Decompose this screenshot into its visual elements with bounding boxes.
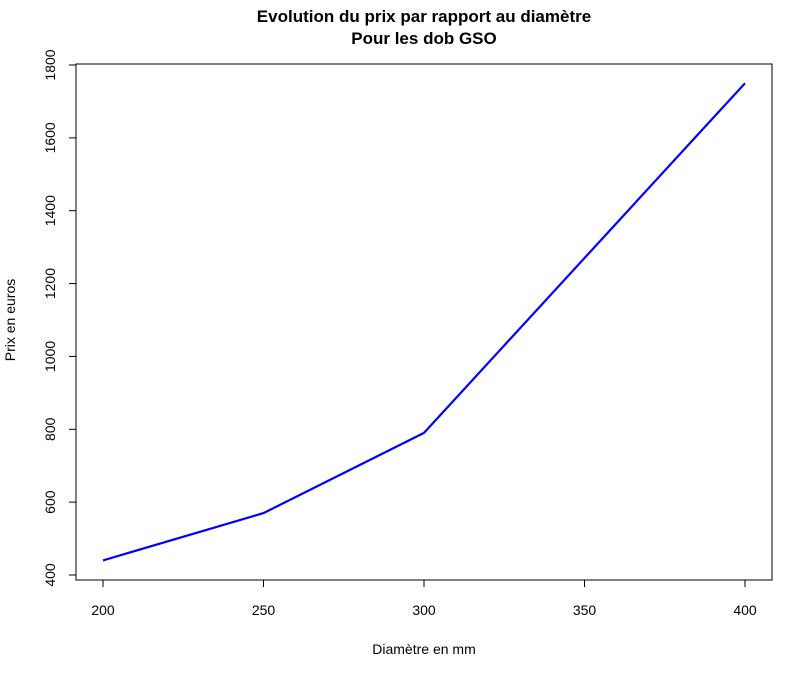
y-axis-label: Prix en euros (2, 279, 18, 361)
x-tick-label: 200 (91, 602, 115, 618)
y-tick-label: 1000 (42, 341, 58, 372)
y-tick-label: 1800 (42, 49, 58, 80)
y-tick-label: 600 (42, 490, 58, 514)
y-axis: 400 600 800 1000 1200 1400 1600 1800 (42, 49, 76, 587)
y-tick-label: 1200 (42, 268, 58, 299)
price-line-series (102, 82, 746, 562)
x-tick-label: 350 (573, 602, 597, 618)
x-tick-label: 400 (733, 602, 757, 618)
chart-title: Evolution du prix par rapport au diamètr… (257, 7, 591, 26)
y-tick-label: 1400 (42, 195, 58, 226)
x-tick-label: 250 (252, 602, 276, 618)
chart-subtitle: Pour les dob GSO (351, 29, 496, 48)
x-axis: 200 250 300 350 400 (91, 580, 757, 618)
y-tick-label: 1600 (42, 122, 58, 153)
x-axis-label: Diamètre en mm (372, 641, 475, 657)
plot-frame (75, 63, 773, 581)
x-tick-label: 300 (412, 602, 436, 618)
y-tick-label: 800 (42, 417, 58, 441)
y-tick-label: 400 (42, 563, 58, 587)
